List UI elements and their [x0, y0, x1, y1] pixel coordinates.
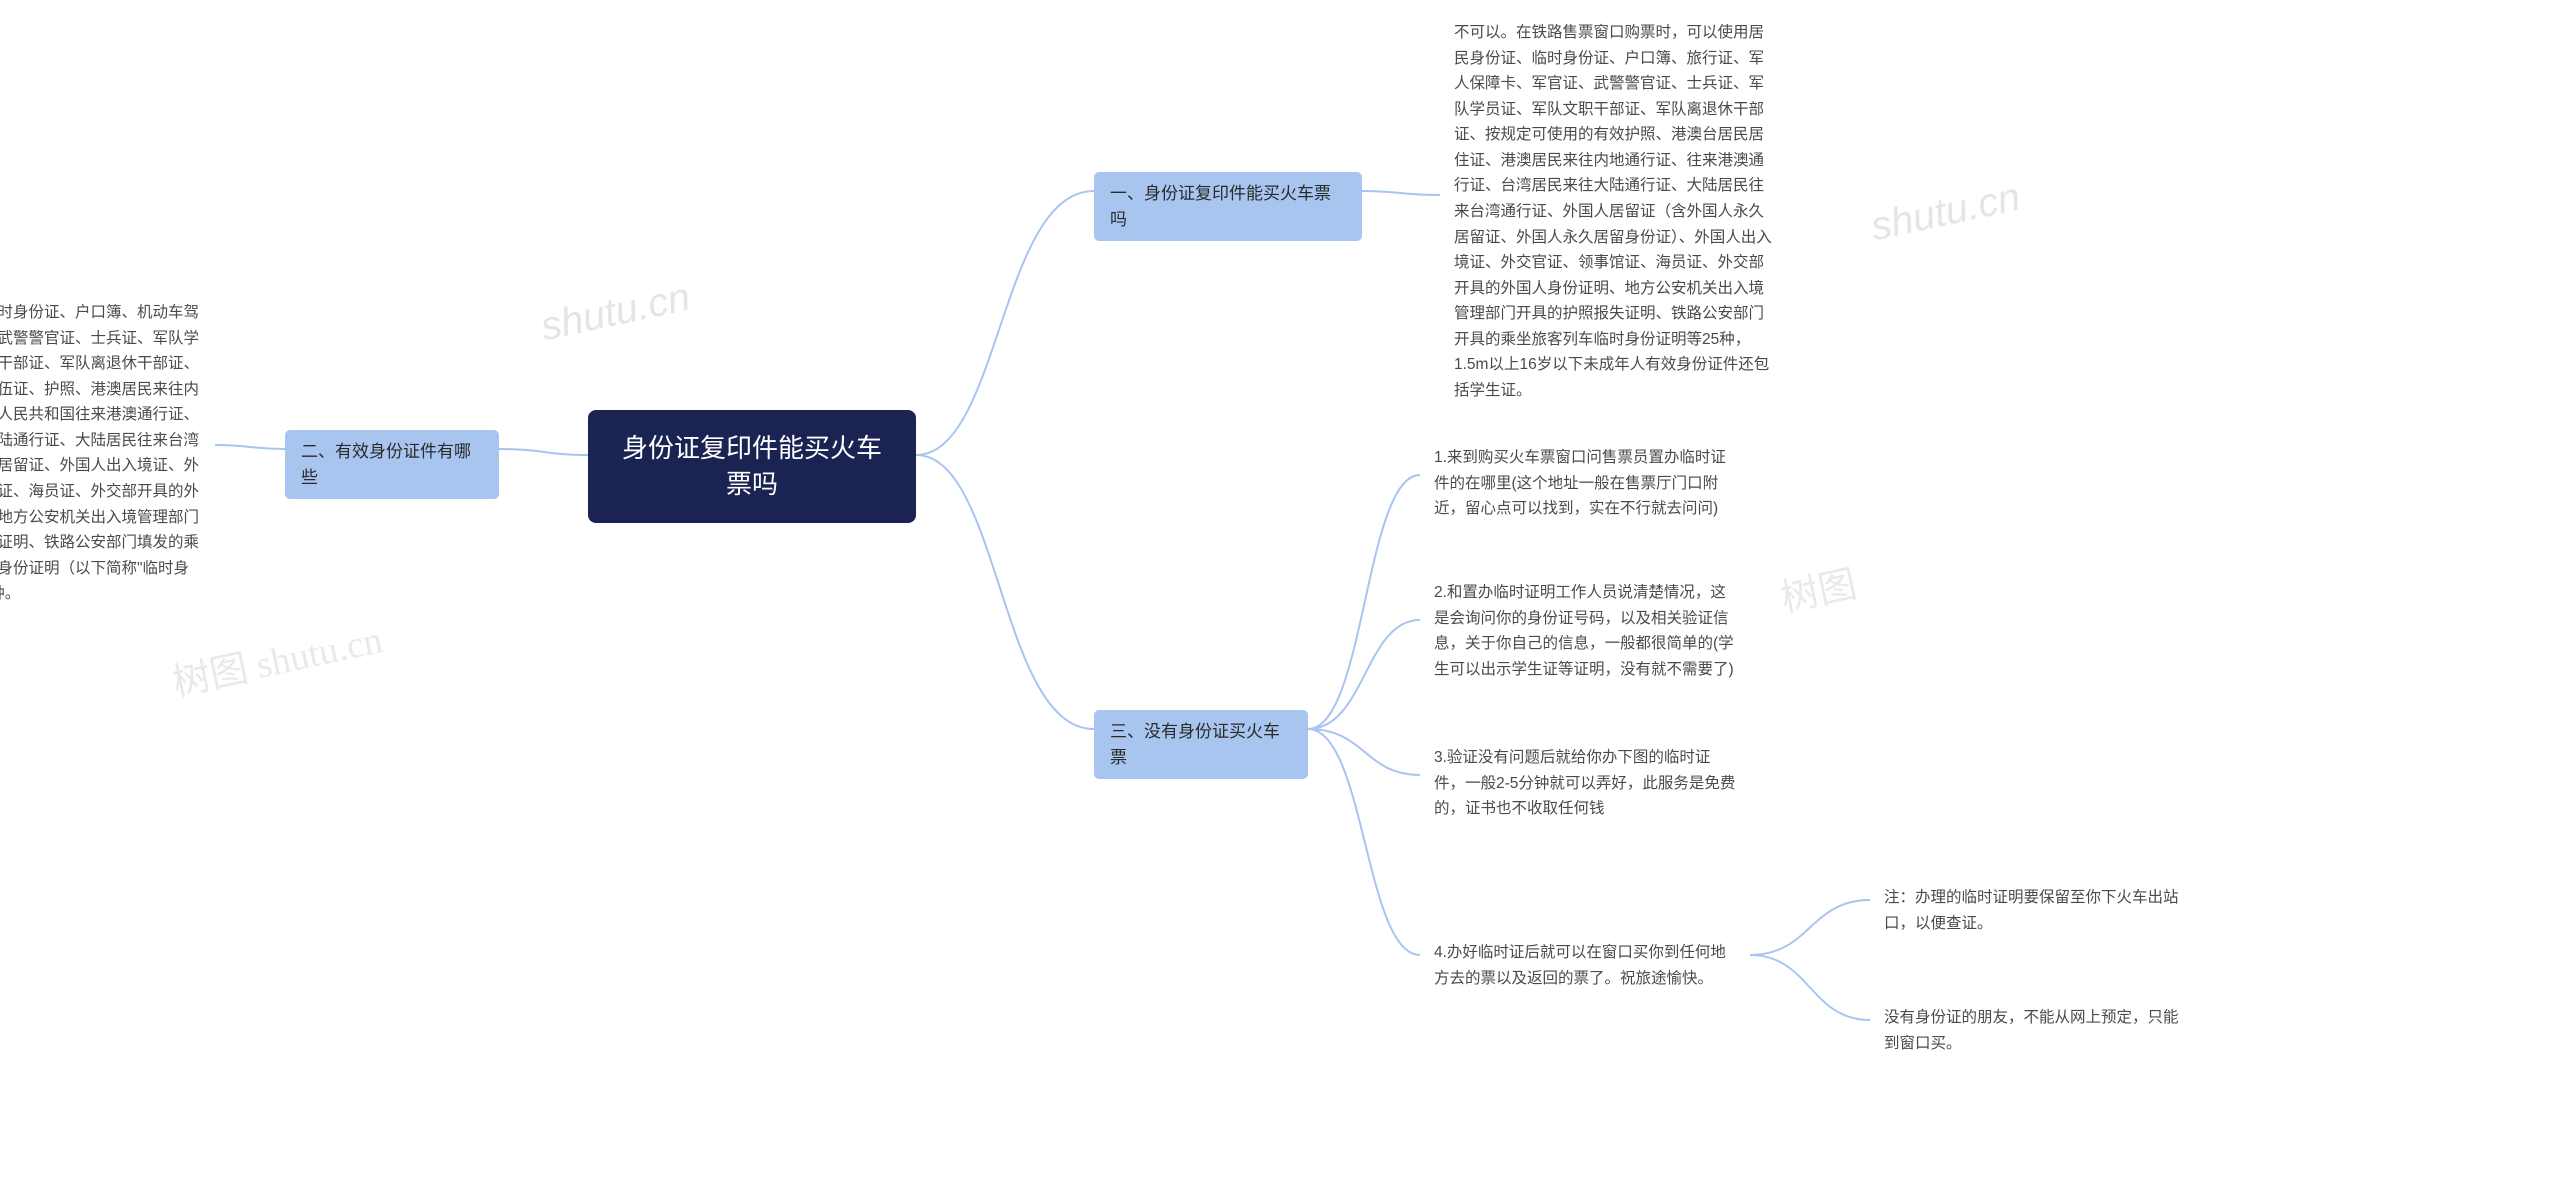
leaf-b3c4b: 没有身份证的朋友，不能从网上预定，只能到窗口买。	[1870, 995, 2198, 1066]
leaf-text: 没有身份证的朋友，不能从网上预定，只能到窗口买。	[1884, 1009, 2179, 1052]
root-node[interactable]: 身份证复印件能买火车票吗	[588, 410, 916, 523]
leaf-b1c1: 不可以。在铁路售票窗口购票时，可以使用居民身份证、临时身份证、户口簿、旅行证、军…	[1440, 10, 1790, 413]
watermark: 树图	[1775, 553, 1861, 623]
leaf-text: 2.和置办临时证明工作人员说清楚情况，这是会询问你的身份证号码，以及相关验证信息…	[1434, 584, 1734, 678]
leaf-text: 4.办好临时证后就可以在窗口买你到任何地方去的票以及返回的票了。祝旅途愉快。	[1434, 944, 1726, 987]
watermark: shutu.cn	[537, 275, 694, 350]
leaf-b3c4: 4.办好临时证后就可以在窗口买你到任何地方去的票以及返回的票了。祝旅途愉快。	[1420, 930, 1750, 1001]
leaf-text: 1.来到购买火车票窗口问售票员置办临时证件的在哪里(这个地址一般在售票厅门口附近…	[1434, 449, 1726, 517]
leaf-b2c1: 居民身份证、临时身份证、户口簿、机动车驾驶证、军官证、武警警官证、士兵证、军队学…	[0, 290, 215, 617]
branch-label: 三、没有身份证买火车票	[1110, 722, 1280, 767]
leaf-b3c3: 3.验证没有问题后就给你办下图的临时证件，一般2-5分钟就可以弄好，此服务是免费…	[1420, 735, 1750, 832]
branch-section-2[interactable]: 二、有效身份证件有哪些	[285, 430, 499, 499]
branch-label: 二、有效身份证件有哪些	[301, 442, 471, 487]
watermark: 树图 shutu.cn	[167, 608, 387, 706]
leaf-text: 居民身份证、临时身份证、户口簿、机动车驾驶证、军官证、武警警官证、士兵证、军队学…	[0, 304, 199, 602]
leaf-b3c1: 1.来到购买火车票窗口问售票员置办临时证件的在哪里(这个地址一般在售票厅门口附近…	[1420, 435, 1750, 532]
leaf-b3c4a: 注：办理的临时证明要保留至你下火车出站口，以便查证。	[1870, 875, 2198, 946]
watermark: shutu.cn	[1867, 175, 2024, 250]
leaf-text: 不可以。在铁路售票窗口购票时，可以使用居民身份证、临时身份证、户口簿、旅行证、军…	[1454, 24, 1772, 399]
leaf-text: 注：办理的临时证明要保留至你下火车出站口，以便查证。	[1884, 889, 2179, 932]
branch-label: 一、身份证复印件能买火车票吗	[1110, 184, 1331, 229]
leaf-text: 3.验证没有问题后就给你办下图的临时证件，一般2-5分钟就可以弄好，此服务是免费…	[1434, 749, 1735, 817]
leaf-b3c2: 2.和置办临时证明工作人员说清楚情况，这是会询问你的身份证号码，以及相关验证信息…	[1420, 570, 1750, 692]
branch-section-3[interactable]: 三、没有身份证买火车票	[1094, 710, 1308, 779]
root-label: 身份证复印件能买火车票吗	[622, 433, 882, 499]
branch-section-1[interactable]: 一、身份证复印件能买火车票吗	[1094, 172, 1362, 241]
